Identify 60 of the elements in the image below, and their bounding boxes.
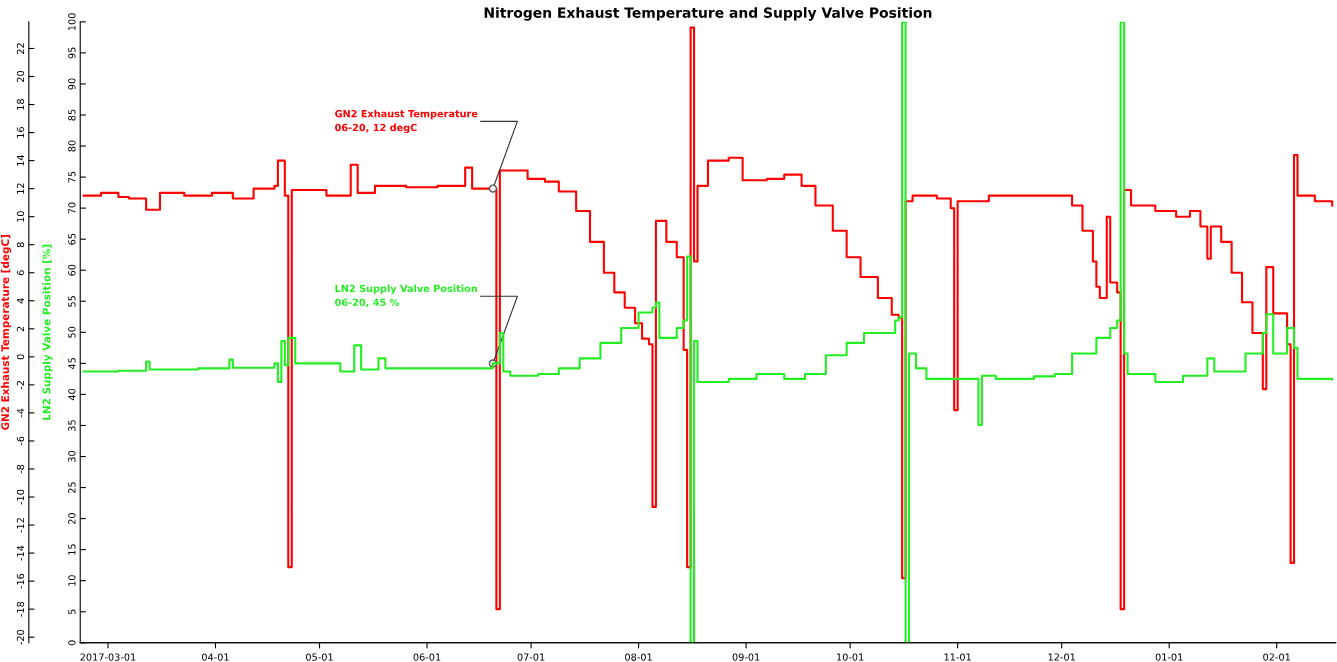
x-tick-label: 08-01 (625, 653, 652, 661)
y-tick-label: -20 (16, 629, 25, 645)
y2-tick-label: 90 (68, 78, 76, 90)
chart-title: Nitrogen Exhaust Temperature and Supply Valve Position (484, 7, 932, 21)
y-tick-label: 2 (16, 326, 25, 332)
y2-tick-label: 95 (68, 47, 76, 59)
x-tick-label: 06-01 (413, 653, 441, 661)
y-tick-label: 16 (16, 127, 25, 138)
x-tick-label: 12-01 (1048, 653, 1075, 661)
y-tick-label: -2 (16, 381, 25, 390)
y-tick-label: -12 (16, 518, 25, 533)
annotation: GN2 Exhaust Temperature 06-20, 12 degC (335, 109, 478, 134)
x-tick-label: 11-01 (944, 653, 971, 661)
y2-tick-label: 0 (68, 640, 76, 646)
y2-tick-label: 75 (68, 171, 76, 183)
y-tick-label: -6 (16, 436, 25, 446)
y-tick-label: 12 (16, 183, 25, 194)
x-tick-label: 09-01 (732, 653, 760, 661)
x-tick-label: 10-01 (837, 653, 864, 661)
y2-tick-label: 50 (68, 326, 76, 338)
y-tick-label: 18 (16, 99, 25, 110)
y2-tick-label: 25 (68, 482, 76, 494)
y2-tick-label: 60 (68, 264, 76, 276)
y-tick-label: 10 (16, 211, 25, 222)
y2-tick-label: 55 (68, 295, 76, 307)
y-axis-title: GN2 Exhaust Temperature [degC] (1, 235, 12, 430)
y2-tick-label: 100 (68, 13, 76, 31)
y-tick-label: 22 (16, 43, 25, 54)
y2-tick-label: 10 (68, 575, 76, 586)
annotation: LN2 Supply Valve Position 06-20, 45 % (335, 284, 477, 308)
y2-tick-label: 35 (68, 420, 76, 431)
y2-tick-label: 65 (68, 233, 76, 245)
y-tick-label: 4 (16, 298, 25, 304)
y-tick-label: -8 (16, 464, 25, 474)
x-tick-label: 2017-03-01 (80, 653, 136, 661)
x-tick-label: 02-01 (1263, 653, 1290, 661)
y2-tick-label: 20 (68, 513, 76, 525)
x-tick-label: 07-01 (517, 653, 545, 661)
y-tick-label: -4 (16, 408, 25, 418)
y-tick-label: -16 (16, 573, 25, 589)
y2-tick-label: 80 (68, 140, 76, 152)
y-tick-label: 6 (16, 270, 25, 276)
y-tick-label: 0 (16, 354, 25, 360)
y2-axis-title: LN2 Supply Valve Position [%] (42, 244, 53, 420)
y-tick-label: -18 (16, 601, 25, 617)
y2-tick-label: 70 (68, 202, 76, 214)
y-tick-label: -14 (16, 545, 25, 561)
x-tick-label: 01-01 (1155, 653, 1183, 661)
y-tick-label: 14 (16, 154, 25, 166)
y-tick-label: 8 (16, 242, 25, 248)
y2-tick-label: 85 (68, 109, 76, 121)
y2-tick-label: 15 (68, 544, 76, 555)
y2-tick-label: 45 (68, 358, 76, 370)
y2-tick-label: 30 (68, 450, 76, 462)
y-tick-label: 20 (16, 70, 25, 82)
y-tick-label: -10 (16, 489, 25, 505)
y2-tick-label: 5 (68, 609, 76, 615)
x-tick-label: 04-01 (201, 653, 229, 661)
y2-tick-label: 40 (68, 388, 76, 401)
x-tick-label: 05-01 (306, 653, 333, 661)
